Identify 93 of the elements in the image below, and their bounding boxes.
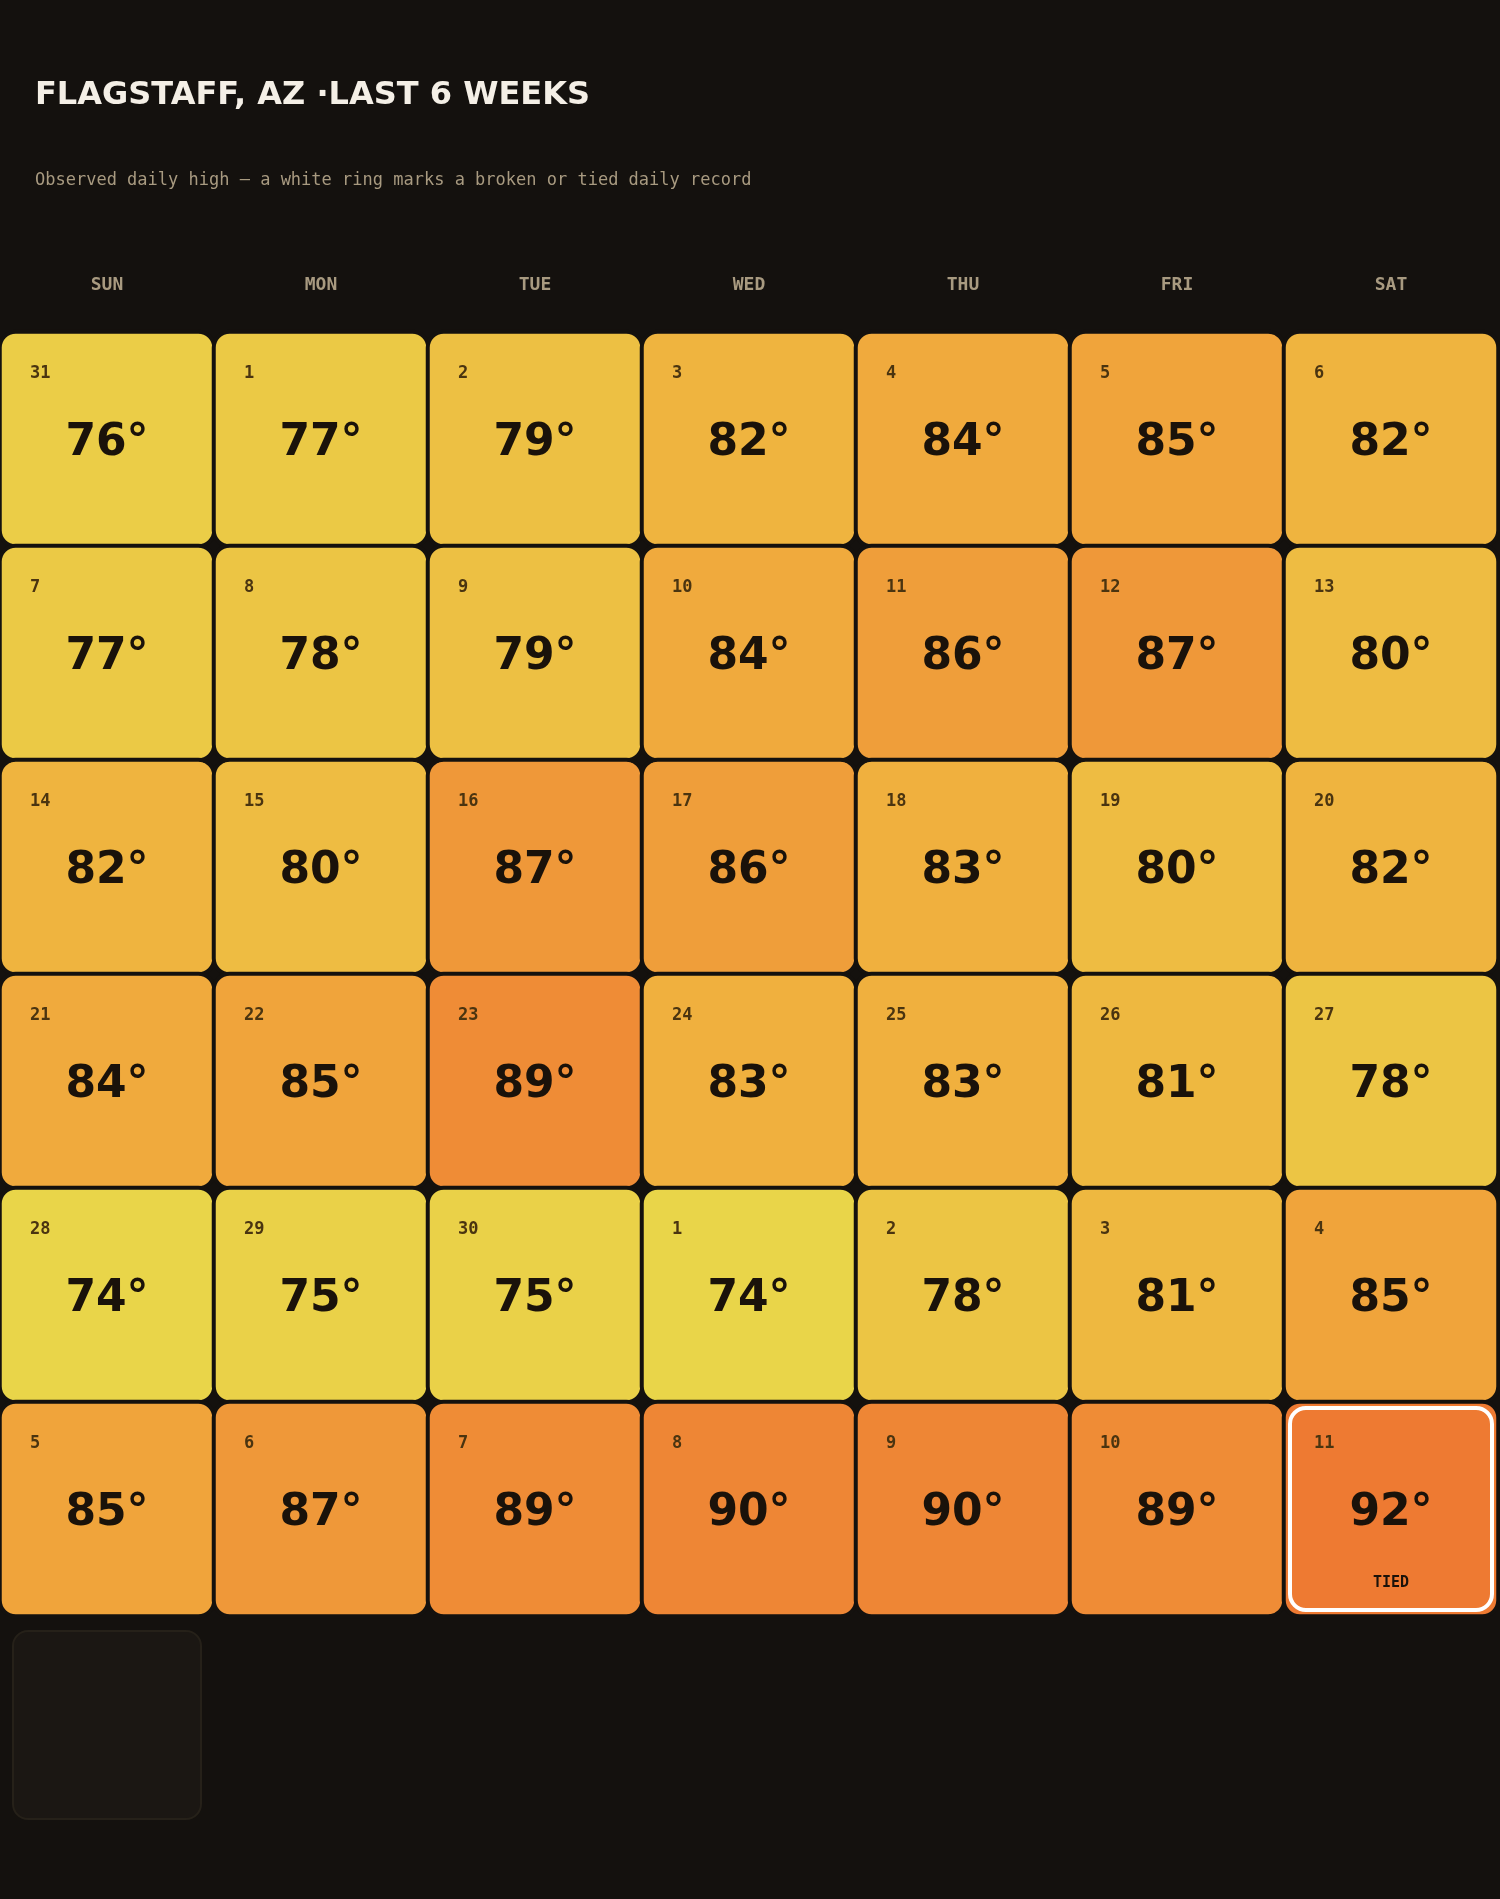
- data-label: 86°: [707, 841, 791, 893]
- annotation: 18: [886, 790, 907, 810]
- annotation: 31: [30, 362, 51, 382]
- annotation: 17: [672, 790, 693, 810]
- data-label: 87°: [1135, 627, 1219, 679]
- annotation: 6: [244, 1432, 255, 1452]
- annotation: 7: [30, 576, 41, 596]
- annotation: 27: [1314, 1004, 1335, 1024]
- annotation: 8: [672, 1432, 683, 1452]
- annotation: 7: [458, 1432, 469, 1452]
- data-label: 80°: [1135, 841, 1219, 893]
- data-label: 82°: [65, 841, 149, 893]
- data-label: 89°: [493, 1483, 577, 1535]
- annotation: 28: [30, 1218, 51, 1238]
- data-label: 76°: [65, 413, 149, 465]
- data-label: 75°: [493, 1269, 577, 1321]
- annotation: 12: [1100, 576, 1121, 596]
- annotation: 25: [886, 1004, 907, 1024]
- data-label: 78°: [1349, 1055, 1433, 1107]
- annotation: 5: [30, 1432, 41, 1452]
- data-label: 77°: [65, 627, 149, 679]
- data-label: 74°: [65, 1269, 149, 1321]
- annotation: 11: [1314, 1432, 1335, 1452]
- data-label: 74°: [707, 1269, 791, 1321]
- x-tick-label: FRI: [1160, 272, 1194, 294]
- annotation: 10: [1100, 1432, 1121, 1452]
- annotation: 19: [1100, 790, 1121, 810]
- data-label: 77°: [279, 413, 363, 465]
- data-label: 92° TIED: [1349, 1483, 1433, 1591]
- data-label: 87°: [493, 841, 577, 893]
- data-label: 81°: [1135, 1055, 1219, 1107]
- data-label: 85°: [1135, 413, 1219, 465]
- annotation: 4: [1314, 1218, 1325, 1238]
- annotation: 26: [1100, 1004, 1121, 1024]
- data-label: 87°: [279, 1483, 363, 1535]
- annotation: 21: [30, 1004, 51, 1024]
- data-label: 80°: [279, 841, 363, 893]
- data-label: 84°: [707, 627, 791, 679]
- annotation: 6: [1314, 362, 1325, 382]
- x-tick-label: SAT: [1374, 272, 1408, 294]
- data-label: 89°: [1135, 1483, 1219, 1535]
- x-tick-label: TUE: [518, 272, 552, 294]
- data-label: 85°: [279, 1055, 363, 1107]
- annotation: 13: [1314, 576, 1335, 596]
- annotation: 2: [886, 1218, 897, 1238]
- annotation: 9: [886, 1432, 897, 1452]
- data-label: 86°: [921, 627, 1005, 679]
- x-tick-label: SUN: [90, 272, 124, 294]
- data-label: 83°: [921, 1055, 1005, 1107]
- annotation: 20: [1314, 790, 1335, 810]
- data-label: 82°: [1349, 413, 1433, 465]
- data-label: 83°: [921, 841, 1005, 893]
- data-label: 81°: [1135, 1269, 1219, 1321]
- data-label: 82°: [707, 413, 791, 465]
- data-label: 90°: [921, 1483, 1005, 1535]
- annotation: 10: [672, 576, 693, 596]
- annotation: 23: [458, 1004, 479, 1024]
- annotation: 11: [886, 576, 907, 596]
- annotation: 14: [30, 790, 51, 810]
- annotation: 4: [886, 362, 897, 382]
- annotation: 24: [672, 1004, 693, 1024]
- data-label: 84°: [921, 413, 1005, 465]
- x-tick-label: MON: [304, 272, 338, 294]
- annotation: 8: [244, 576, 255, 596]
- x-tick-label: THU: [946, 272, 980, 294]
- data-label: 85°: [65, 1483, 149, 1535]
- annotation: 15: [244, 790, 265, 810]
- data-label: 85°: [1349, 1269, 1433, 1321]
- annotation: 3: [672, 362, 683, 382]
- data-label: 83°: [707, 1055, 791, 1107]
- chart-subtitle: Observed daily high — a white ring marks a broken or tied daily record: [35, 168, 752, 189]
- data-label: 90°: [707, 1483, 791, 1535]
- annotation: 1: [672, 1218, 683, 1238]
- annotation: 30: [458, 1218, 479, 1238]
- annotation: 3: [1100, 1218, 1111, 1238]
- annotation: 5: [1100, 362, 1111, 382]
- annotation: 1: [244, 362, 255, 382]
- data-label: 78°: [279, 627, 363, 679]
- chart-title: FLAGSTAFF, AZ ·LAST 6 WEEKS: [35, 74, 591, 112]
- data-label: 79°: [493, 627, 577, 679]
- annotation: 2: [458, 362, 469, 382]
- data-label: 75°: [279, 1269, 363, 1321]
- data-label: 84°: [65, 1055, 149, 1107]
- data-label: 80°: [1349, 627, 1433, 679]
- x-tick-label: WED: [732, 272, 766, 294]
- data-label: 89°: [493, 1055, 577, 1107]
- data-label: 79°: [493, 413, 577, 465]
- annotation: 9: [458, 576, 469, 596]
- data-label: 78°: [921, 1269, 1005, 1321]
- annotation: 16: [458, 790, 479, 810]
- annotation: 22: [244, 1004, 265, 1024]
- annotation: 29: [244, 1218, 265, 1238]
- data-label: 82°: [1349, 841, 1433, 893]
